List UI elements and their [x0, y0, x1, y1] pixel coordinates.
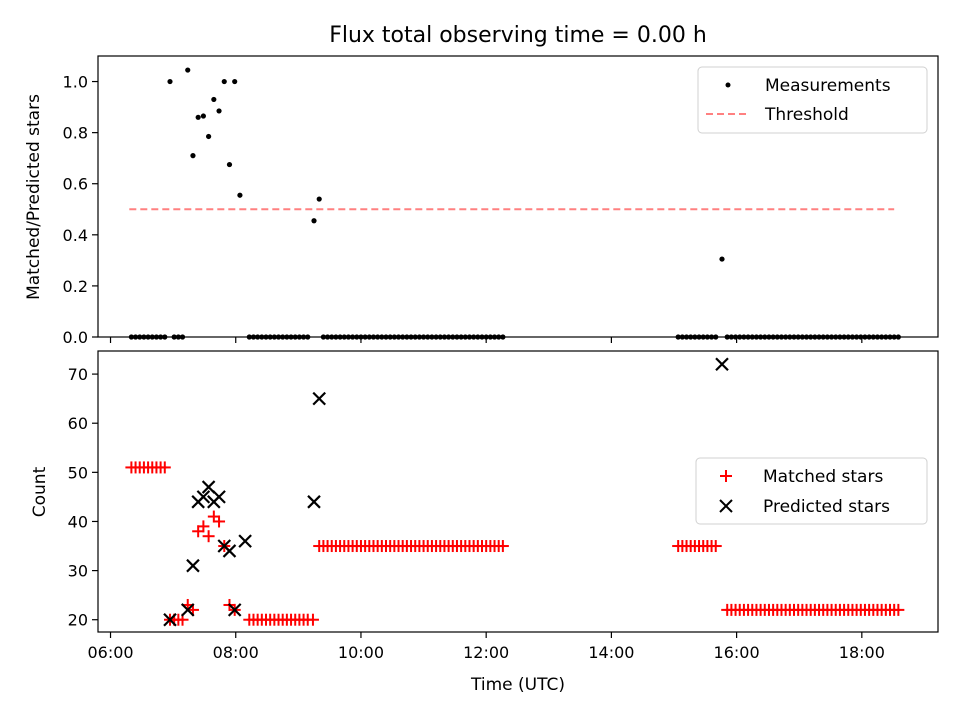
measurement-point [221, 78, 227, 85]
predicted-star-point [222, 544, 237, 558]
measurement-point [190, 153, 196, 159]
top-y-tick-label: 0.8 [63, 124, 88, 143]
measurement-point [167, 78, 173, 85]
matched-star-point [197, 520, 210, 533]
top-y-tick-label: 0.2 [63, 277, 88, 296]
bottom-data-layer [125, 357, 905, 627]
predicted-star-point [180, 603, 195, 617]
matched-star-point [709, 540, 722, 553]
top-y-tick-label: 0.6 [63, 175, 88, 194]
measurement-point [211, 96, 217, 103]
predicted-star-point [312, 391, 326, 406]
predicted-star-point [227, 603, 242, 617]
top-y-tick-label: 1.0 [63, 73, 88, 92]
top-legend-box [697, 66, 928, 134]
bottom-panel: 06:00 08:00 10:00 12:00 14:00 16:00 18:00 20 30 4… [30, 350, 939, 695]
legend-threshold-label: Threshold [764, 105, 849, 125]
bottom-y-tick-label: 50 [68, 463, 88, 482]
bottom-y-axis-label: Count [30, 466, 50, 517]
measurement-point [216, 108, 222, 114]
top-axes-frame [97, 55, 939, 338]
x-tick-label: 06:00 [87, 643, 133, 662]
bottom-y-tick-label: 40 [68, 512, 88, 531]
bottom-y-tick-label: 60 [68, 414, 88, 433]
x-tick-label: 08:00 [213, 643, 259, 662]
measurement-point [226, 161, 233, 168]
legend-matched-marker [720, 470, 732, 482]
measurement-point [719, 256, 725, 262]
predicted-star-point [163, 612, 177, 627]
legend-measurements-marker [725, 82, 731, 88]
measurement-point [311, 218, 317, 224]
top-legend[interactable]: Measurements Threshold [697, 66, 928, 134]
matched-star-point [202, 530, 215, 543]
predicted-star-point [186, 558, 200, 573]
matched-star-point [306, 613, 319, 626]
matched-star-point [158, 461, 171, 474]
measurement-point [232, 78, 238, 85]
predicted-star-point [212, 490, 226, 504]
top-y-tick-label: 0.4 [63, 226, 88, 245]
bottom-y-tick-label: 30 [68, 562, 88, 581]
measurement-point [316, 196, 322, 202]
bottom-y-tick-label: 20 [68, 611, 88, 630]
legend-matched-label: Matched stars [763, 467, 883, 487]
bottom-legend[interactable]: Matched stars Predicted stars [695, 457, 928, 525]
predicted-star-point [307, 495, 321, 509]
matched-star-point [213, 515, 226, 528]
top-y-tick-label: 0.0 [63, 328, 88, 347]
top-y-axis-label: Matched/Predicted stars [24, 94, 44, 300]
measurement-point [195, 114, 201, 120]
matched-star-point [892, 603, 905, 616]
measurement-point [237, 192, 243, 198]
chart-title: Flux total observing time = 0.00 h [329, 23, 707, 48]
predicted-star-point [201, 480, 216, 494]
bottom-legend-box [695, 457, 928, 525]
legend-predicted-marker [719, 499, 733, 513]
top-axis-ticks: 0.0 0.2 0.4 0.6 0.8 1.0 [63, 73, 863, 347]
x-tick-label: 12:00 [463, 643, 509, 662]
bottom-axes-frame [97, 350, 939, 633]
predicted-star-point [196, 490, 211, 504]
measurement-point [185, 67, 191, 73]
x-tick-label: 10:00 [338, 643, 384, 662]
x-tick-label: 14:00 [588, 643, 634, 662]
bottom-x-axis-label: Time (UTC) [470, 675, 565, 695]
measurement-point [206, 133, 212, 140]
x-tick-label: 16:00 [714, 643, 760, 662]
top-panel: 0.0 0.2 0.4 0.6 0.8 1.0 Matched/Predicted sta… [24, 55, 939, 347]
matched-star-point [496, 540, 509, 553]
legend-measurements-label: Measurements [765, 76, 891, 96]
x-tick-label: 18:00 [839, 643, 885, 662]
bottom-y-tick-label: 70 [68, 365, 88, 384]
predicted-star-point [715, 357, 729, 372]
predicted-star-point [238, 534, 252, 548]
bottom-axis-ticks: 06:00 08:00 10:00 12:00 14:00 16:00 18:00 20 30 4… [68, 365, 885, 662]
legend-predicted-label: Predicted stars [763, 497, 890, 517]
measurement-point [200, 113, 206, 119]
